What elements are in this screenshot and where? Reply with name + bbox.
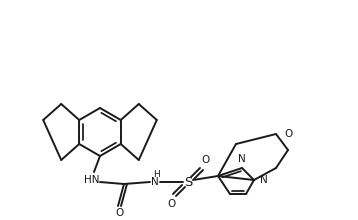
Text: O: O [284,129,292,139]
Text: N: N [151,177,159,187]
Text: O: O [167,199,175,209]
Text: N: N [238,154,246,164]
Text: N: N [260,175,268,185]
Text: H: H [153,169,159,178]
Text: O: O [115,208,123,218]
Text: S: S [184,176,192,189]
Text: HN: HN [84,175,100,185]
Text: O: O [201,155,209,165]
